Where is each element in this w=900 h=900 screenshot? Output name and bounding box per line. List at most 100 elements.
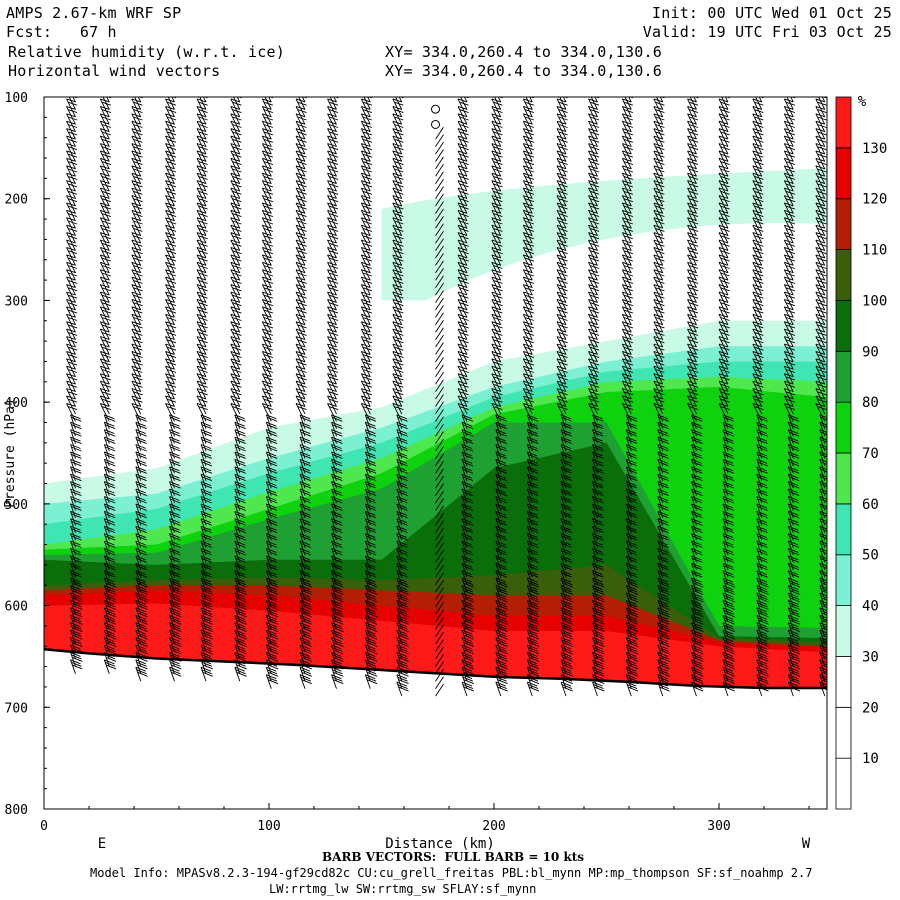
wind-barb xyxy=(625,622,639,637)
wind-barb xyxy=(756,644,769,660)
wind-barb xyxy=(787,614,801,630)
colorbar-label: 110 xyxy=(862,243,887,259)
wind-barb xyxy=(657,614,670,630)
wind-barb xyxy=(103,644,117,660)
wind-barb xyxy=(787,577,801,593)
cross-section-xy-2: XY= 334.0,260.4 to 334.0,130.6 xyxy=(385,62,662,80)
wind-barb xyxy=(526,681,540,697)
wind-barb xyxy=(526,651,540,667)
wind-barb xyxy=(396,681,409,697)
wind-barb xyxy=(787,592,801,608)
wind-barb xyxy=(435,386,444,400)
wind-barb xyxy=(560,592,573,608)
wind-barb xyxy=(592,659,605,674)
wind-barb xyxy=(495,666,508,682)
wind-barb xyxy=(364,614,378,630)
barb-column xyxy=(815,97,827,697)
wind-barb xyxy=(657,681,670,697)
wind-barb xyxy=(691,651,704,667)
colorbar-box xyxy=(835,503,852,556)
wind-barb xyxy=(691,592,704,608)
wind-barb xyxy=(234,599,247,615)
wind-barb xyxy=(396,637,409,652)
wind-barb xyxy=(265,599,279,615)
colorbar-box xyxy=(835,401,852,454)
wind-barb xyxy=(435,683,444,697)
colorbar-box xyxy=(835,605,852,657)
terrain-surface-line xyxy=(44,648,827,690)
wind-barb xyxy=(364,622,378,637)
valid-time: Valid: 19 UTC Fri 03 Oct 25 xyxy=(642,23,892,41)
barb-column xyxy=(435,126,444,697)
wind-barb xyxy=(722,607,735,622)
wind-barb xyxy=(526,614,540,630)
wind-barb xyxy=(560,629,573,645)
wind-barb xyxy=(234,644,247,660)
wind-barb xyxy=(722,577,735,593)
wind-barb xyxy=(722,659,735,674)
wind-barb xyxy=(435,253,444,266)
wind-barb xyxy=(495,599,508,615)
wind-barb xyxy=(722,629,735,645)
wind-barb xyxy=(268,97,272,103)
wind-barb xyxy=(657,674,670,689)
wind-barb xyxy=(169,585,182,600)
wind-barb xyxy=(560,607,573,622)
wind-barb xyxy=(435,461,444,474)
wind-barb xyxy=(657,659,670,674)
wind-barb xyxy=(200,637,213,652)
wind-barb xyxy=(790,97,794,103)
wind-barb xyxy=(691,614,704,630)
wind-barb xyxy=(396,607,409,622)
wind-barb xyxy=(234,622,247,637)
wind-barb xyxy=(495,651,508,667)
wind-barb xyxy=(200,614,213,630)
wind-barb xyxy=(435,149,444,162)
wind-barb xyxy=(171,97,175,103)
wind-barb xyxy=(435,498,444,511)
field-title: Relative humidity (w.r.t. ice) xyxy=(8,43,285,61)
wind-barb xyxy=(657,644,670,660)
wind-barb xyxy=(364,637,378,652)
wind-barb xyxy=(435,260,444,274)
wind-barb xyxy=(821,97,826,103)
wind-barb xyxy=(461,607,474,622)
wind-barb xyxy=(435,446,444,459)
wind-barb xyxy=(560,614,573,630)
wind-barb xyxy=(70,629,83,645)
barb-column xyxy=(165,97,182,682)
wind-barb xyxy=(265,651,279,667)
wind-barb xyxy=(435,238,444,251)
wind-barb xyxy=(103,651,117,667)
wind-barb xyxy=(435,156,444,170)
y-tick-label: 400 xyxy=(5,396,28,411)
wind-barb xyxy=(461,659,474,674)
wind-barb xyxy=(135,577,148,593)
wind-barb xyxy=(331,577,344,593)
wind-barb xyxy=(435,305,444,318)
wind-barb xyxy=(135,585,148,600)
wind-barb xyxy=(691,607,704,622)
wind-barb xyxy=(625,599,639,615)
wind-barb xyxy=(70,637,83,652)
wind-barb xyxy=(265,585,279,600)
wind-barb xyxy=(200,629,213,645)
wind-barb xyxy=(787,651,801,667)
wind-barb xyxy=(657,637,670,652)
wind-barb xyxy=(265,607,279,622)
wind-barb xyxy=(691,674,704,689)
wind-barb xyxy=(299,666,312,682)
model-title: AMPS 2.67-km WRF SP xyxy=(6,4,182,22)
wind-barb xyxy=(819,637,827,652)
wind-barb xyxy=(234,629,247,645)
wind-barb xyxy=(495,637,508,652)
wind-barb xyxy=(592,607,605,622)
wind-barb xyxy=(625,629,639,645)
wind-barb xyxy=(625,614,639,630)
wind-barb xyxy=(169,592,182,608)
y-tick-label: 800 xyxy=(5,803,28,818)
wind-barb xyxy=(169,629,182,645)
wind-barb xyxy=(135,622,148,637)
wind-barb xyxy=(625,637,639,652)
wind-barb xyxy=(560,666,573,682)
